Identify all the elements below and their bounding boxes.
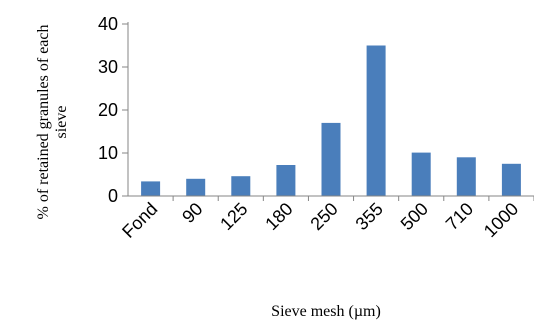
x-tick-label: 250: [306, 199, 341, 234]
x-tick-label: 500: [397, 199, 432, 234]
plot-area: [141, 45, 521, 197]
bar-500: [411, 152, 431, 196]
y-tick-label: 10: [98, 143, 118, 163]
x-tick-label: 125: [216, 199, 251, 234]
bar-250: [321, 122, 341, 196]
y-tick-label: 20: [98, 100, 118, 120]
x-tick-label: 180: [261, 199, 296, 234]
x-tick-label: 710: [442, 199, 477, 234]
bar-Fond: [141, 181, 161, 196]
bar-1000: [501, 163, 521, 197]
bar-125: [231, 176, 251, 196]
bar-710: [456, 157, 476, 196]
x-axis-title: Sieve mesh (µm): [271, 303, 381, 320]
x-tick-label: 90: [178, 199, 206, 227]
y-tick-label: 40: [98, 14, 118, 34]
y-tick-label: 30: [98, 57, 118, 77]
y-axis-title-line: sieve: [53, 106, 70, 139]
bar-180: [276, 165, 296, 196]
y-axis-title-line: % of retained granules of each: [35, 24, 52, 219]
x-axis: Fond 90 125 180 250 355 500 710 1000: [118, 195, 534, 242]
y-tick-label: 0: [108, 186, 118, 206]
x-tick-label: 355: [352, 199, 387, 234]
y-axis: 0 10 20 30 40: [98, 14, 129, 206]
y-axis-title: % of retained granules of eachsieve: [35, 24, 70, 219]
x-tick-label: 1000: [480, 199, 522, 241]
bar-90: [186, 178, 206, 196]
bar-355: [366, 45, 386, 196]
x-tick-label: Fond: [118, 199, 161, 242]
